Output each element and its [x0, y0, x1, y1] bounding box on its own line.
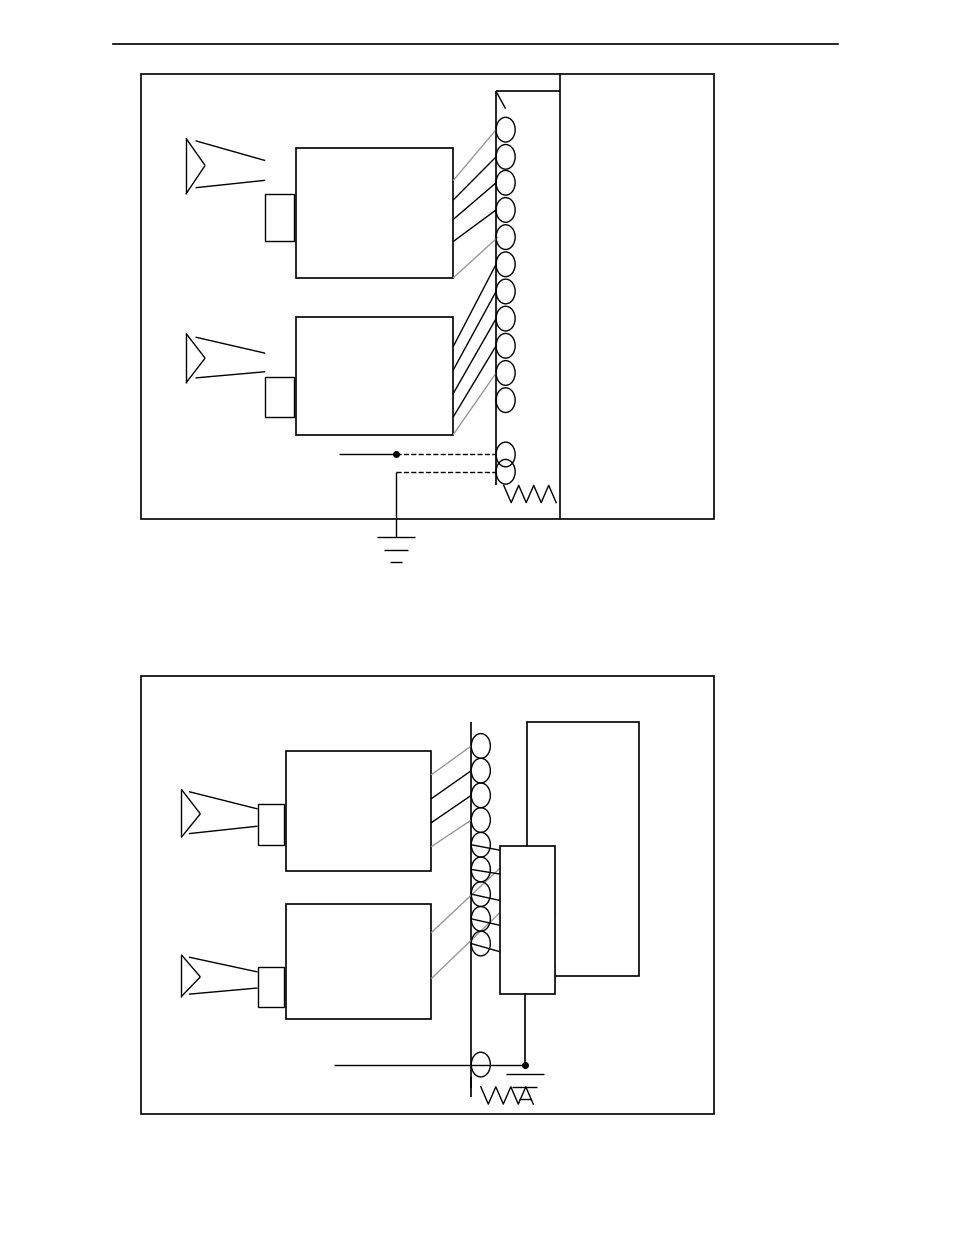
- Bar: [141, 74, 713, 519]
- Bar: [265, 194, 294, 241]
- Bar: [526, 722, 639, 976]
- Bar: [286, 904, 431, 1019]
- Bar: [499, 846, 555, 994]
- Bar: [265, 377, 294, 417]
- Bar: [286, 751, 431, 871]
- Bar: [295, 148, 453, 278]
- Bar: [295, 317, 453, 435]
- Bar: [257, 804, 284, 845]
- Bar: [257, 967, 284, 1007]
- Bar: [141, 676, 713, 1114]
